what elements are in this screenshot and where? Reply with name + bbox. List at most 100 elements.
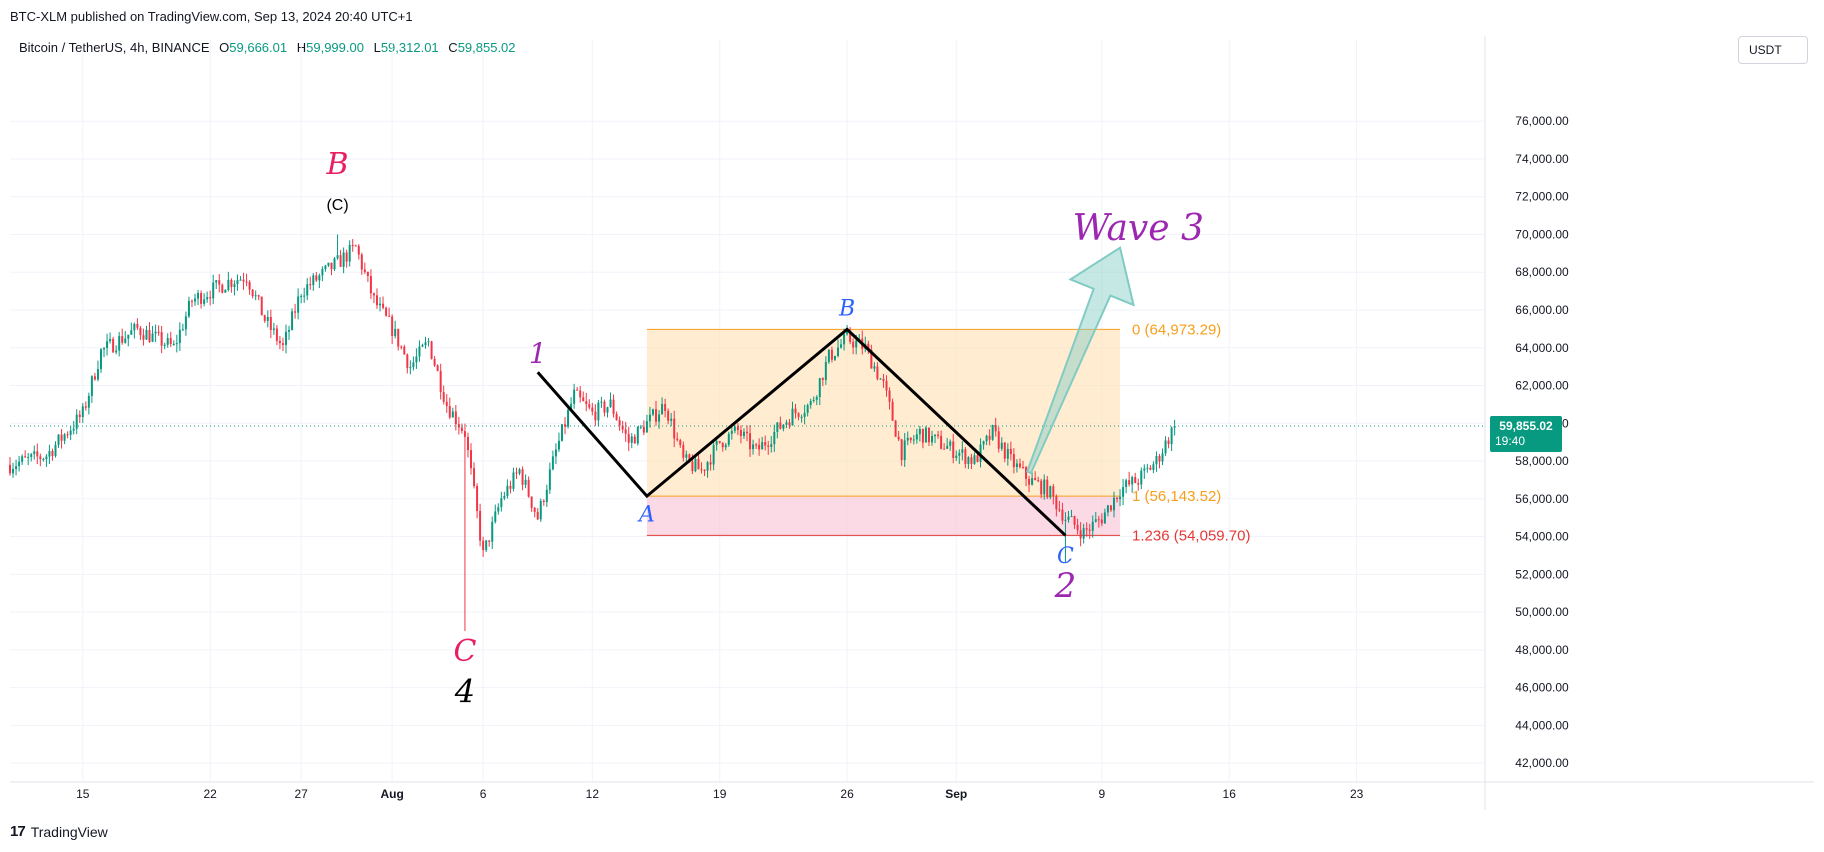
candle-body <box>263 315 266 321</box>
candle-body <box>357 246 360 255</box>
candle-body <box>709 462 712 465</box>
candle-body <box>873 366 876 369</box>
candle-body <box>169 338 172 345</box>
candle-body <box>970 457 973 464</box>
candle-body <box>1064 519 1067 521</box>
candle-body <box>824 361 827 380</box>
candle-body <box>306 284 309 296</box>
candle-body <box>630 436 633 443</box>
candle-body <box>385 307 388 316</box>
candle-body <box>818 378 821 398</box>
candle-body <box>900 439 903 460</box>
symbol-title[interactable]: Bitcoin / TetherUS, 4h, BINANCE <box>19 40 210 55</box>
candle-body <box>636 426 639 444</box>
candle-body <box>181 329 184 331</box>
candle-body <box>934 434 937 437</box>
candle-body <box>375 295 378 306</box>
candle-body <box>597 402 600 421</box>
candle-body <box>118 336 121 351</box>
candle-body <box>187 300 190 317</box>
candle-body <box>284 331 287 345</box>
candle-body <box>800 416 803 418</box>
candle-body <box>615 413 618 421</box>
open-key: O <box>219 40 230 55</box>
candle-body <box>746 431 748 434</box>
wave-label-2: 2 <box>1054 566 1077 606</box>
candle-body <box>254 295 257 297</box>
candle-body <box>618 420 621 426</box>
candle-body <box>99 349 102 370</box>
candle-body <box>664 404 667 411</box>
candle-body <box>991 425 994 440</box>
candle-body <box>918 428 921 435</box>
candle-body <box>806 404 809 413</box>
candle-body <box>761 442 764 450</box>
candle-body <box>281 343 284 345</box>
candle-body <box>557 440 560 450</box>
candle-body <box>409 367 412 369</box>
candle-body <box>454 411 457 425</box>
candle-body <box>257 295 260 297</box>
candle-body <box>136 323 139 328</box>
candle-body <box>12 468 15 474</box>
candle-body <box>1097 519 1100 521</box>
candle-body <box>700 469 703 471</box>
drawings <box>10 246 1484 537</box>
candle-body <box>233 284 236 287</box>
candle-body <box>1137 482 1140 485</box>
candle-body <box>178 329 181 344</box>
candle-body <box>994 425 997 432</box>
candle-body <box>442 392 445 402</box>
candle-body <box>530 496 533 508</box>
candle-body <box>1070 516 1073 518</box>
y-tick-label: 58,000.00 <box>1515 454 1569 468</box>
candle-body <box>78 414 81 418</box>
candle-body <box>758 444 761 450</box>
candle-body <box>673 418 676 439</box>
y-tick-label: 48,000.00 <box>1515 643 1569 657</box>
candle-body <box>697 458 700 470</box>
candle-body <box>57 434 60 445</box>
wave-label-c: C <box>1057 544 1074 569</box>
candle-body <box>682 444 685 458</box>
candle-body <box>782 424 785 429</box>
candle-body <box>448 406 451 418</box>
candle-body <box>60 434 63 441</box>
candle-body <box>524 479 527 485</box>
candle-body <box>451 411 454 418</box>
candle-body <box>940 435 943 449</box>
candle-body <box>133 323 136 331</box>
candle-body <box>224 289 227 293</box>
candle-body <box>160 332 163 346</box>
x-tick-label: 22 <box>203 787 217 801</box>
candle-body <box>227 279 230 290</box>
candle-body <box>1152 464 1155 470</box>
candle-body <box>303 295 306 297</box>
y-tick-label: 46,000.00 <box>1515 681 1569 695</box>
candle-body <box>752 444 755 450</box>
candle-body <box>142 335 145 340</box>
candle-body <box>424 342 427 346</box>
currency-button[interactable]: USDT <box>1738 36 1808 64</box>
candle-body <box>964 449 967 464</box>
candle-body <box>518 469 521 474</box>
candle-body <box>1034 478 1037 481</box>
candle-body <box>433 358 436 366</box>
candle-body <box>688 454 691 462</box>
x-tick-label: 15 <box>76 787 90 801</box>
candle-body <box>466 436 469 451</box>
candle-body <box>755 444 758 446</box>
candle-body <box>879 378 882 380</box>
candle-body <box>539 500 542 520</box>
candle-body <box>797 413 800 417</box>
candle-body <box>315 275 318 281</box>
candle-body <box>209 297 212 299</box>
candle-body <box>36 451 39 457</box>
candle-body <box>997 431 1000 449</box>
candle-body <box>639 426 642 428</box>
candle-body <box>579 390 582 398</box>
candle-body <box>1037 480 1040 482</box>
candle-body <box>542 500 545 503</box>
y-tick-label: 50,000.00 <box>1515 605 1569 619</box>
